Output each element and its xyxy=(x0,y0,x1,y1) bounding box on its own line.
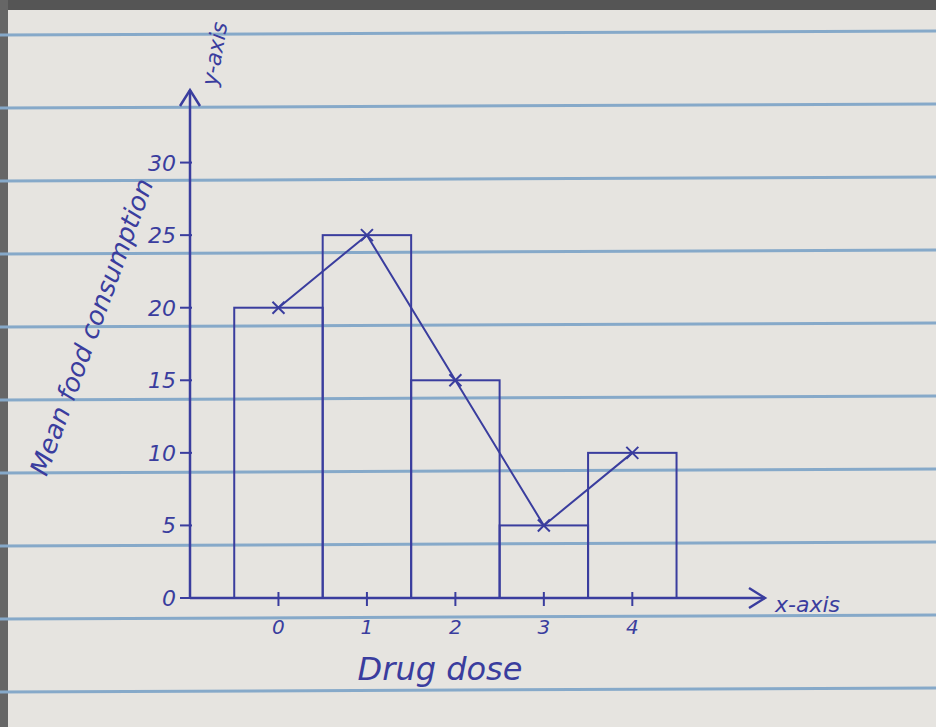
paper-rule xyxy=(0,542,936,546)
bar xyxy=(323,235,411,598)
x-tick-label: 3 xyxy=(537,615,550,639)
marker xyxy=(449,374,461,386)
x-tick xyxy=(366,592,368,606)
paper-rule xyxy=(0,104,936,108)
bar xyxy=(500,525,588,598)
annotation: y-axis xyxy=(197,20,233,89)
x-arrow xyxy=(749,588,765,608)
y-tick xyxy=(180,524,192,526)
y-tick xyxy=(180,452,192,454)
y-tick xyxy=(180,597,192,599)
line xyxy=(278,235,632,525)
marker xyxy=(538,519,550,531)
y-tick xyxy=(180,234,192,236)
x-tick xyxy=(454,592,456,606)
paper-edge xyxy=(0,0,936,10)
y-tick-label: 30 xyxy=(148,151,176,176)
x-tick-label: 2 xyxy=(449,615,462,639)
x-tick xyxy=(631,592,633,606)
x-tick xyxy=(543,592,545,606)
x-tick-label: 4 xyxy=(626,615,639,639)
paper-rule xyxy=(0,323,936,327)
chart-root: 0 5 10 15 20 25 30 0 1 2 3 4 Drug dose Mean food cons… xyxy=(0,0,936,727)
bar xyxy=(411,380,499,598)
marker xyxy=(272,302,284,314)
marker xyxy=(361,229,373,241)
y-tick xyxy=(180,379,192,381)
x-axis-label: Drug dose xyxy=(358,650,523,688)
paper-rule xyxy=(0,31,936,35)
y-arrow xyxy=(180,90,200,106)
y-tick-label: 0 xyxy=(162,586,176,611)
bar xyxy=(588,453,676,598)
y-tick-label: 20 xyxy=(148,296,176,321)
x-tick-label: 1 xyxy=(361,615,374,639)
paper xyxy=(0,0,936,727)
plot-area xyxy=(234,229,676,598)
paper-rule xyxy=(0,688,936,692)
y-tick-label: 5 xyxy=(162,513,176,538)
y-tick-label: 15 xyxy=(148,368,176,393)
x-tick xyxy=(277,592,279,606)
y-tick xyxy=(180,307,192,309)
y-tick-label: 10 xyxy=(148,441,176,466)
bar xyxy=(234,308,322,598)
x-axis-line xyxy=(190,597,765,600)
annotation: x-axis xyxy=(774,592,840,617)
paper-rule xyxy=(0,469,936,473)
y-axis-label: Mean food consumption xyxy=(24,175,159,480)
x-tick-label: 0 xyxy=(272,615,285,639)
y-axis-line xyxy=(189,90,192,598)
y-tick-label: 25 xyxy=(148,223,176,248)
paper-rule xyxy=(0,250,936,254)
y-tick xyxy=(180,162,192,164)
marker xyxy=(626,447,638,459)
